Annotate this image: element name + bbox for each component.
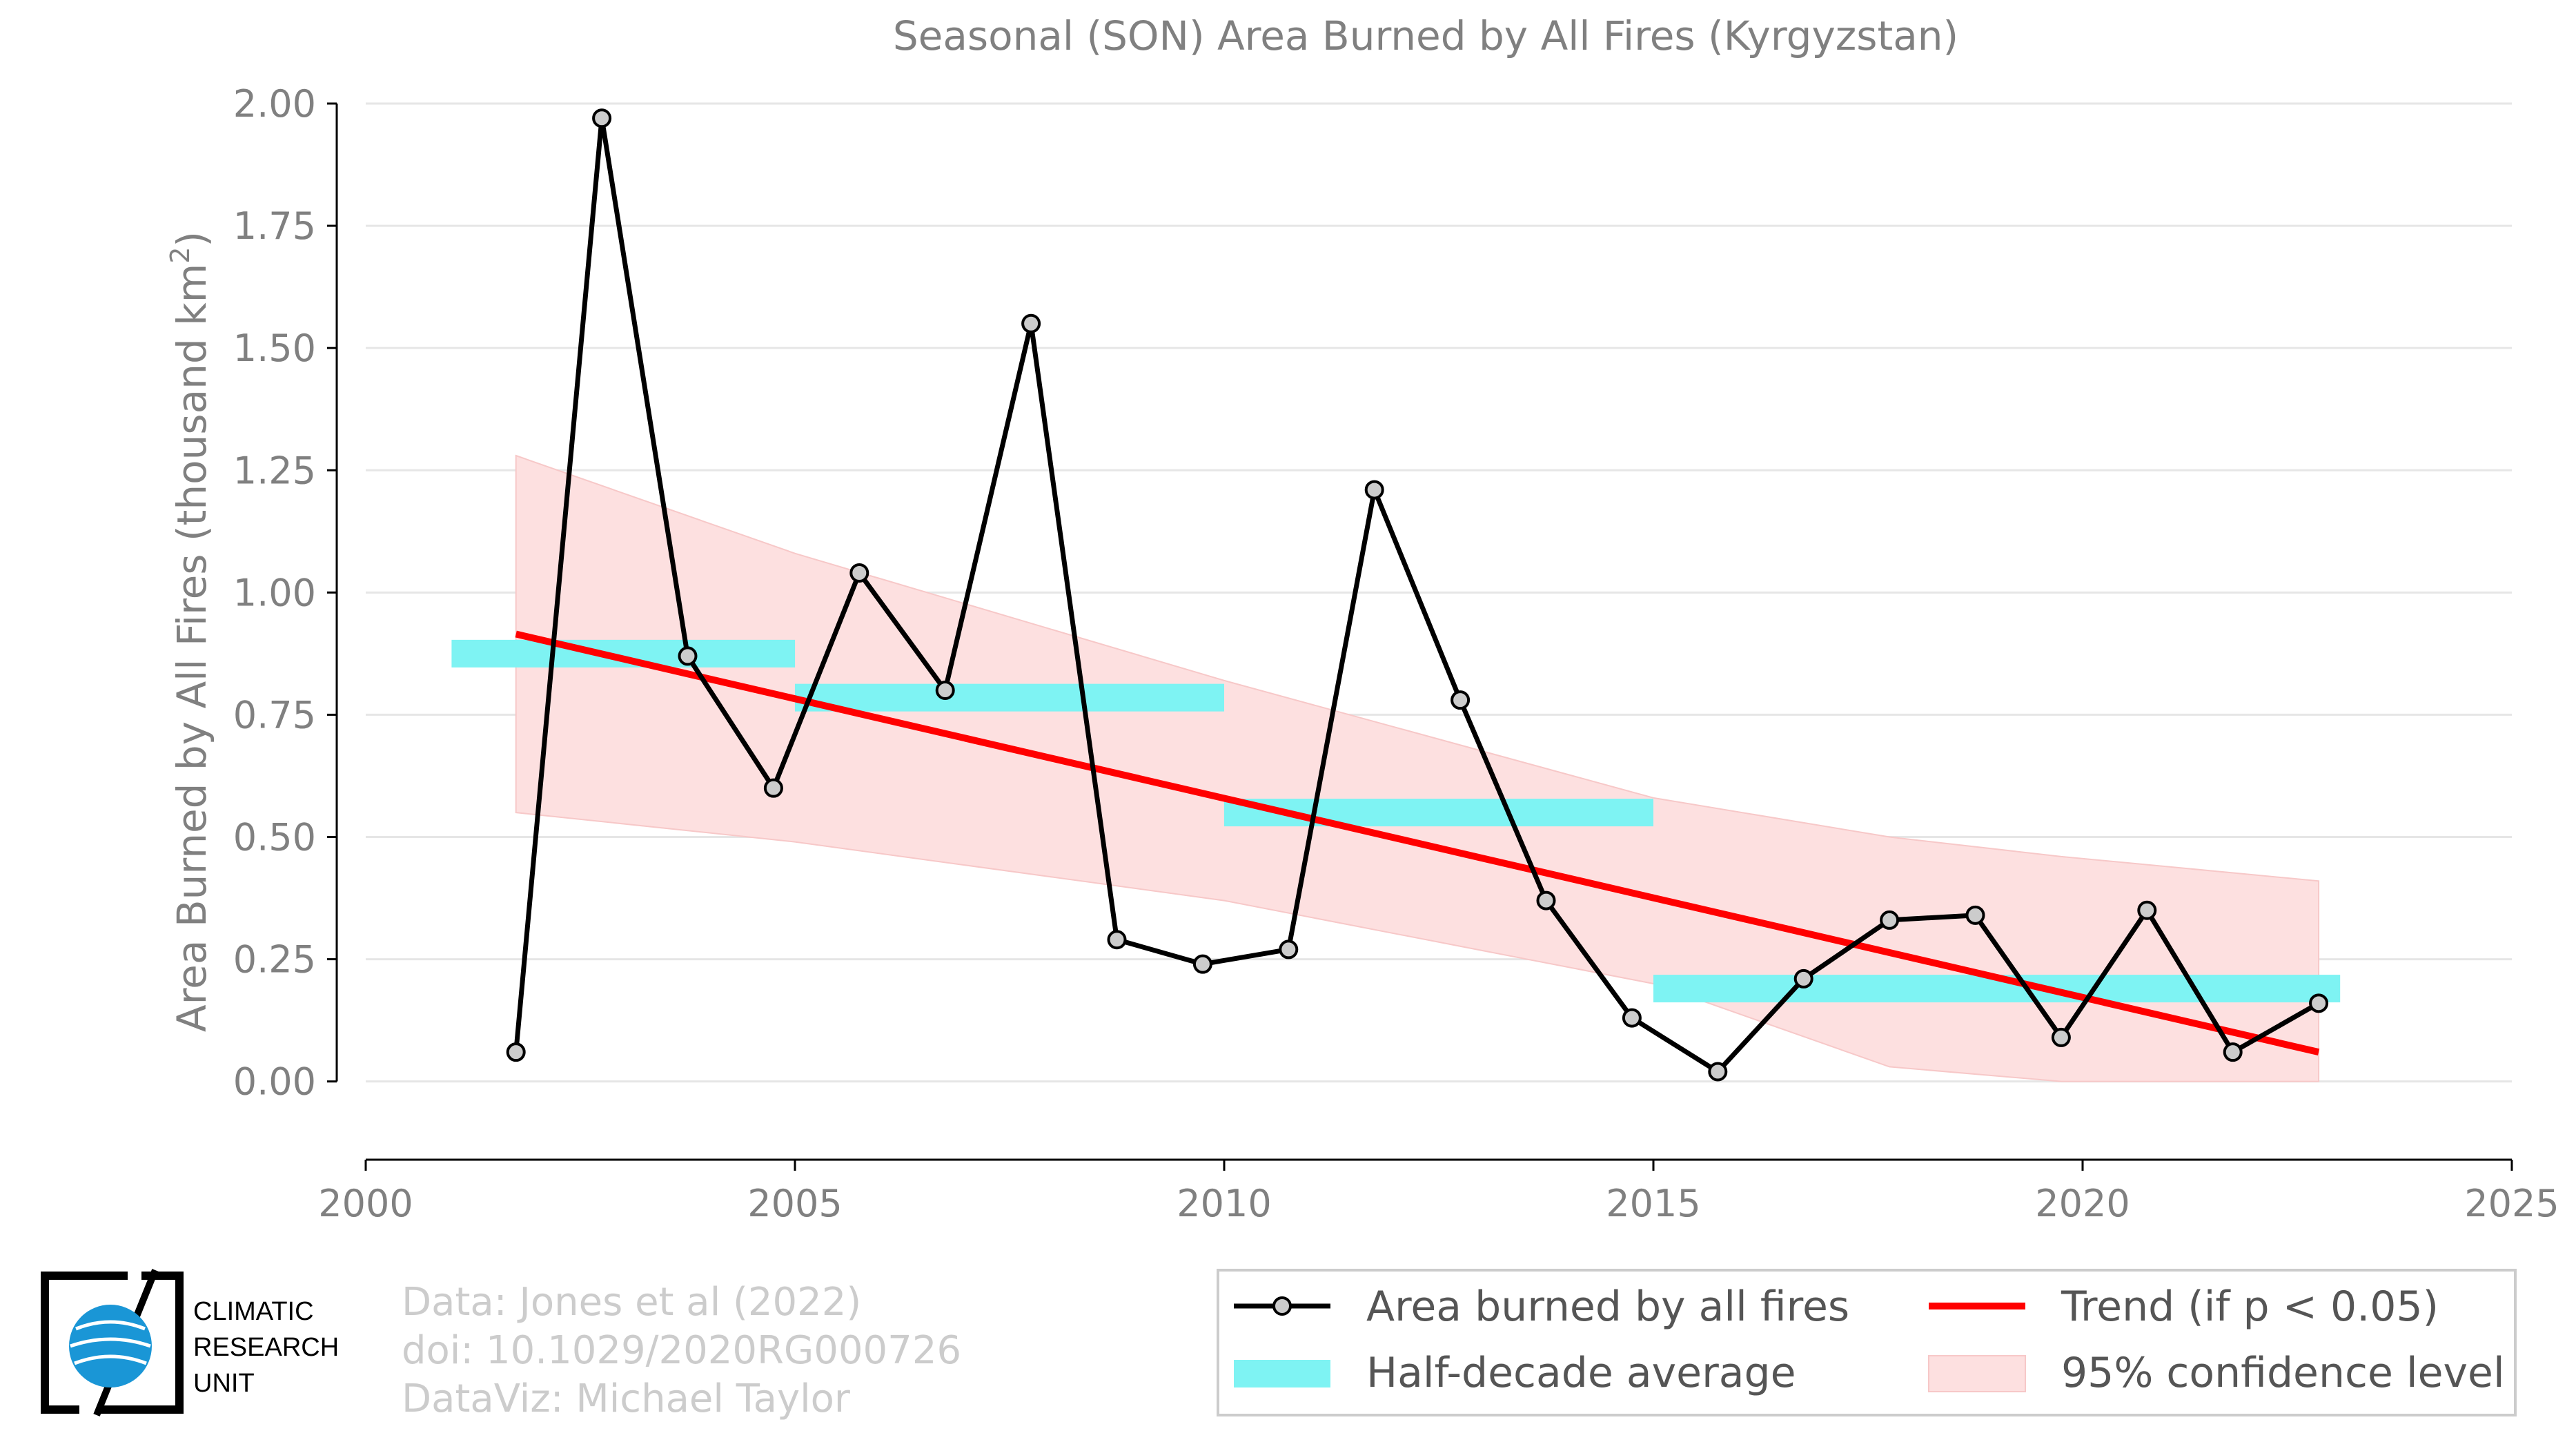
series-point-2	[678, 646, 698, 666]
credit-doi: doi: 10.1029/2020RG000726	[402, 1328, 961, 1373]
x-tick-label-0: 2000	[318, 1182, 413, 1225]
series-point-0	[506, 1042, 526, 1062]
legend: Area burned by all fires Half-decade ave…	[1217, 1269, 2517, 1416]
series-point-16	[1880, 910, 1900, 930]
y-tick-label-5: 1.25	[233, 449, 316, 492]
series-point-10	[1364, 480, 1384, 500]
y-ticks: 0.00 0.25 0.50 0.75 1.00 1.25 1.50 1.75 2.00	[233, 82, 337, 1104]
y-axis-label-main: Area Burned by All Fires (thousand km	[168, 264, 215, 1032]
y-tick-label-3: 0.75	[233, 693, 316, 737]
legend-box	[1217, 1269, 2517, 1416]
logo-bracket-right	[97, 1272, 184, 1414]
y-tick-label-8: 2.00	[233, 82, 316, 126]
logo-text-research: RESEARCH	[193, 1333, 339, 1362]
series-point-4	[849, 563, 869, 583]
series-point-3	[763, 778, 783, 798]
logo-globe-lines	[70, 1320, 151, 1365]
series-point-11	[1451, 690, 1471, 710]
y-tick-label-4: 1.00	[233, 571, 316, 614]
x-tick-label-3: 2015	[1606, 1182, 1700, 1225]
y-axis-label: Area Burned by All Fires (thousand km2)	[165, 231, 215, 1032]
y-axis-label-sup: 2	[165, 247, 195, 264]
series-point-6	[1021, 313, 1041, 333]
series-point-9	[1279, 939, 1299, 960]
legend-halfdec-label: Half-decade average	[1366, 1349, 1796, 1397]
series-point-19	[2137, 900, 2157, 920]
trend-line	[515, 630, 2320, 1056]
series-point-17	[1965, 905, 1985, 925]
cru-logo: CLIMATIC RESEARCH UNIT	[41, 1269, 339, 1416]
y-tick-label-0: 0.00	[233, 1060, 316, 1104]
logo-bracket-left	[41, 1272, 128, 1414]
series-point-15	[1793, 968, 1813, 989]
series-point-5	[935, 681, 955, 700]
series-point-20	[2223, 1042, 2243, 1062]
series-point-14	[1708, 1062, 1728, 1082]
x-tick-label-4: 2020	[2035, 1182, 2130, 1225]
series-point-12	[1536, 890, 1556, 910]
y-tick-label-6: 1.50	[233, 327, 316, 370]
x-tick-label-1: 2005	[747, 1182, 842, 1225]
series-group	[506, 108, 2329, 1082]
half-decade-bar-1	[795, 683, 1224, 712]
logo-text-unit: UNIT	[193, 1369, 255, 1398]
series-point-21	[2309, 993, 2329, 1013]
chart-title: Seasonal (SON) Area Burned by All Fires …	[893, 12, 1958, 59]
series-point-7	[1107, 930, 1127, 950]
y-tick-label-2: 0.50	[233, 816, 316, 859]
trend-line-group	[515, 630, 2320, 1056]
series-line-0	[513, 115, 2320, 1074]
legend-series-label: Area burned by all fires	[1366, 1283, 1849, 1331]
series-point-13	[1622, 1008, 1642, 1028]
legend-series-marker	[1272, 1296, 1292, 1316]
legend-halfdec-swatch	[1234, 1360, 1330, 1387]
logo-text-climatic: CLIMATIC	[193, 1297, 314, 1326]
x-tick-label-2: 2010	[1177, 1182, 1271, 1225]
legend-band-swatch	[1928, 1355, 2026, 1392]
series-point-8	[1192, 954, 1212, 974]
confidence-band-area	[515, 454, 2320, 1082]
logo-globe-icon	[69, 1305, 152, 1387]
legend-band-label: 95% confidence level	[2061, 1349, 2505, 1397]
series-point-18	[2051, 1027, 2071, 1047]
y-tick-label-7: 1.75	[233, 204, 316, 248]
credit-dataviz: DataViz: Michael Taylor	[402, 1376, 851, 1421]
y-tick-label-1: 0.25	[233, 938, 316, 982]
x-tick-label-5: 2025	[2464, 1182, 2559, 1225]
half-decade-bar-0	[451, 639, 795, 668]
credit-data: Data: Jones et al (2022)	[402, 1280, 861, 1325]
confidence-band	[515, 454, 2320, 1082]
legend-trend-label: Trend (if p < 0.05)	[2061, 1283, 2439, 1331]
y-axis-label-end: )	[168, 231, 215, 247]
series-point-1	[592, 108, 612, 128]
x-ticks: 2000 2005 2010 2015 2020 2025	[318, 1160, 2559, 1225]
